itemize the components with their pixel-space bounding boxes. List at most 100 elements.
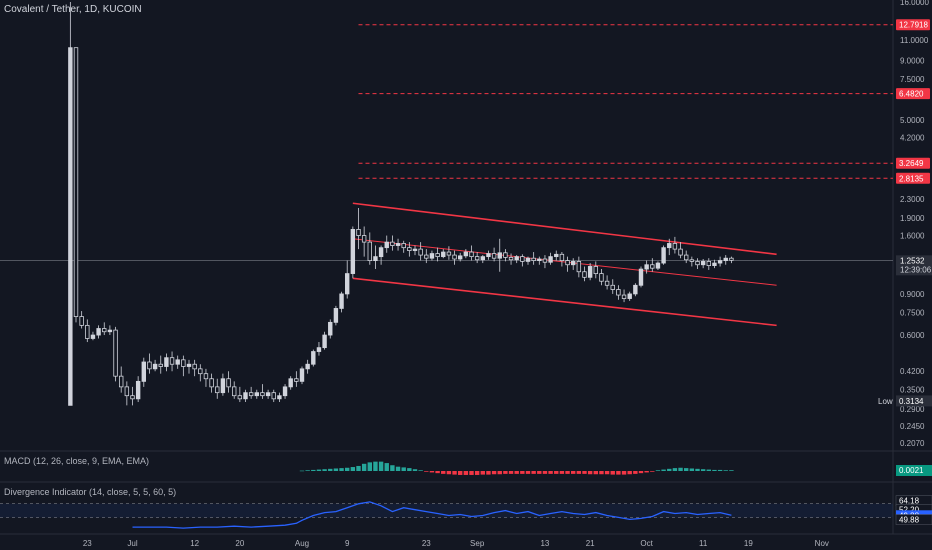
macd-bar — [401, 467, 406, 471]
macd-bar — [712, 469, 717, 471]
candle-body — [141, 361, 146, 382]
candle-body — [90, 334, 96, 339]
candle-body — [316, 347, 322, 352]
macd-bar — [621, 471, 627, 475]
candle-body — [344, 273, 350, 295]
candle-body — [282, 386, 288, 397]
candle-body — [181, 359, 186, 367]
candle-body — [638, 268, 644, 286]
candle-body — [424, 254, 429, 259]
candle-body — [542, 258, 548, 263]
macd-bar — [316, 469, 322, 471]
price-tick-label: 9.0000 — [900, 56, 925, 65]
price-tick-label: 0.9000 — [900, 290, 925, 299]
price-pane[interactable] — [0, 0, 932, 535]
time-axis[interactable]: 23 Jul 12 20 Aug 9 23 Sep 13 21 Oct 11 19 Nov — [83, 539, 829, 548]
candle-body — [373, 256, 378, 262]
macd-bar — [412, 469, 418, 471]
candle-body — [503, 252, 508, 258]
candle-body — [322, 334, 327, 349]
low-marker-label: Low — [878, 397, 893, 406]
macd-bar — [311, 469, 316, 471]
macd-bar — [548, 471, 553, 474]
macd-bar — [497, 471, 502, 475]
channel-line-middle — [352, 238, 777, 286]
candle-body — [215, 386, 220, 394]
macd-bar — [435, 471, 440, 474]
macd-bar — [395, 466, 401, 471]
candle-body — [175, 359, 180, 365]
macd-bar — [616, 471, 621, 475]
candle-body — [729, 257, 734, 261]
candle-body — [712, 262, 717, 266]
rsi-value-label: 64.18 — [899, 497, 920, 506]
candle-body — [446, 251, 452, 256]
time-tick-label: 11 — [699, 539, 708, 548]
macd-bar — [554, 471, 559, 474]
candle-body — [96, 328, 101, 336]
candle-body — [684, 254, 689, 261]
macd-bar — [633, 471, 638, 474]
price-tick-label: 0.2070 — [900, 439, 925, 448]
macd-bar — [525, 471, 531, 474]
candle-body — [418, 248, 423, 256]
candle-body — [559, 253, 565, 262]
price-tick-label: 0.2900 — [900, 405, 925, 414]
candle-body — [593, 266, 598, 274]
candle-body — [672, 243, 678, 250]
macd-bar — [305, 470, 310, 471]
macd-bar — [571, 471, 576, 474]
candle-body — [107, 329, 113, 333]
candle-body — [248, 392, 254, 397]
macd-pane[interactable]: 0.0021 — [299, 461, 932, 476]
time-tick-label: 9 — [345, 539, 350, 548]
candle-body — [621, 294, 627, 299]
level-badge-label: 6.4820 — [899, 90, 924, 99]
macd-bar — [729, 470, 734, 471]
macd-bar — [350, 467, 356, 471]
candle-body — [254, 392, 259, 397]
macd-bar — [503, 471, 508, 474]
price-tick-label: 0.4200 — [900, 367, 925, 376]
candle-body — [717, 260, 723, 264]
macd-bar — [593, 471, 598, 475]
divergence-label: Divergence Indicator (14, close, 5, 5, 6… — [4, 487, 177, 497]
candle-body — [192, 363, 197, 370]
macd-bar — [339, 468, 344, 471]
candle-body — [582, 271, 587, 278]
candle-body — [661, 247, 666, 264]
candle-body — [119, 375, 124, 388]
candle-body — [514, 256, 519, 261]
macd-bar — [322, 469, 327, 471]
candle-body — [209, 378, 214, 388]
candle-body — [401, 243, 406, 249]
candle-body — [627, 293, 632, 299]
price-tick-label: 1.9000 — [900, 214, 925, 223]
candle-body — [452, 254, 457, 260]
macd-bar — [429, 471, 435, 473]
candle-body — [497, 252, 502, 259]
candle-body — [135, 380, 141, 400]
macd-bar — [531, 471, 536, 474]
candle-body — [113, 329, 118, 377]
candle-body — [678, 248, 683, 256]
time-tick-label: Sep — [470, 539, 485, 548]
candle-body — [723, 257, 728, 262]
macd-bar — [480, 471, 485, 475]
macd-bar — [655, 470, 661, 471]
macd-bar — [345, 467, 350, 471]
countdown-label: 12:39:06 — [900, 265, 932, 274]
candle-body — [164, 357, 169, 367]
candle-body — [305, 363, 310, 370]
macd-bar — [599, 471, 604, 475]
macd-bar — [706, 469, 711, 471]
macd-bar — [684, 468, 689, 471]
candle-body — [226, 378, 231, 388]
macd-bar — [446, 471, 452, 475]
price-axis[interactable]: 16.0000 11.0000 9.0000 7.5000 5.0000 4.2000 2.… — [878, 0, 932, 448]
last-price-label: 1.2532 — [900, 256, 925, 265]
candle-body — [576, 261, 582, 273]
